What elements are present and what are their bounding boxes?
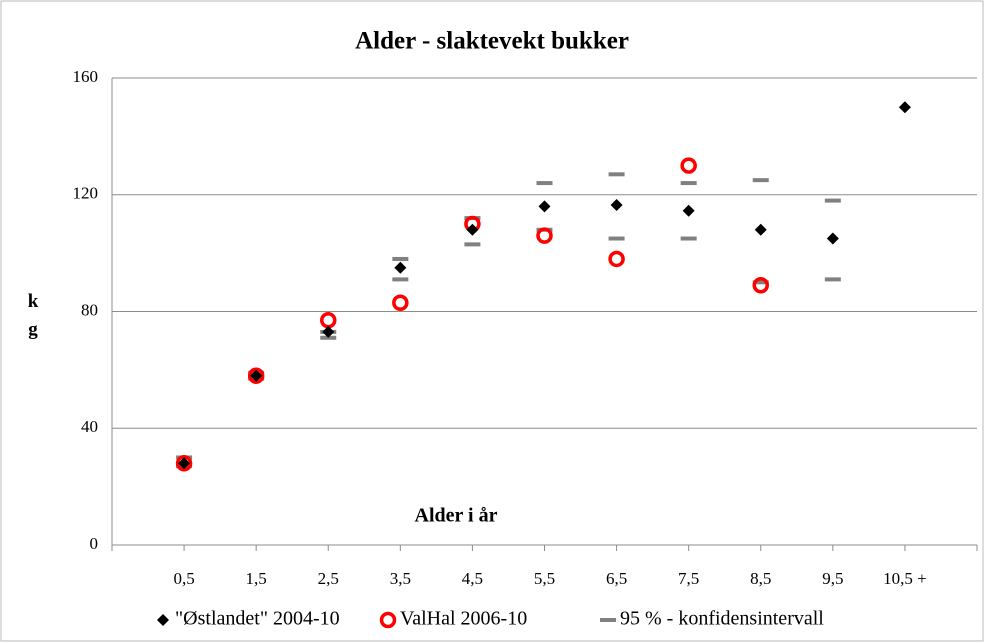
point-dash [536,181,553,186]
point-diamond [754,223,767,236]
point-diamond [250,369,263,382]
point-dash [824,198,841,203]
x-axis-label: Alder i år [415,505,498,527]
point-dash [392,256,409,261]
point-dash [752,280,769,285]
point-diamond [610,198,623,211]
point-diamond [178,457,191,470]
point-diamond [394,261,407,274]
point-circle [175,455,193,472]
y-tick-label: 80 [81,300,98,319]
y-tick-label: 0 [90,534,99,553]
point-diamond [898,101,911,114]
point-dash [392,277,409,282]
point-diamond [826,232,839,245]
x-tick-label: 5,5 [534,569,555,588]
point-circle [392,294,409,311]
x-tick-label: 2,5 [318,569,339,588]
point-diamond [538,200,551,213]
legend-label: ValHal 2006-10 [400,608,527,630]
point-dash [752,178,769,183]
point-circle [247,367,265,384]
point-diamond [322,325,335,338]
x-tick-label: 3,5 [390,569,411,588]
point-circle [608,250,625,268]
x-tick-label: 7,5 [678,569,699,588]
y-tick-label: 160 [73,67,99,86]
point-circle [752,276,769,294]
point-dash [464,242,481,247]
point-circle [680,157,697,174]
legend-marker [379,611,397,629]
point-dash [608,236,625,241]
point-dash [824,277,841,282]
point-circle [536,227,553,244]
x-tick-label: 4,5 [462,569,483,588]
x-tick-label: 8,5 [750,569,771,588]
point-dash [680,181,697,186]
legend-marker [157,614,169,626]
y-tick-label: 40 [81,417,98,436]
point-diamond [466,223,479,236]
x-tick-label: 6,5 [606,569,627,588]
point-dash [608,172,625,177]
legend-marker [600,618,616,622]
x-tick-label: 0,5 [173,569,194,588]
x-tick-label: 1,5 [246,569,267,588]
x-tick-label: 10,5 + [883,569,927,588]
point-dash [680,236,697,241]
legend-label: 95 % - konfidensintervall [620,608,824,630]
y-tick-label: 120 [73,184,99,203]
chart-title: Alder - slaktevekt bukker [355,28,629,55]
y-axis-label: k g [27,291,39,340]
point-diamond [682,204,695,217]
legend-label: "Østlandet" 2004-10 [175,608,340,630]
x-tick-label: 9,5 [822,569,843,588]
